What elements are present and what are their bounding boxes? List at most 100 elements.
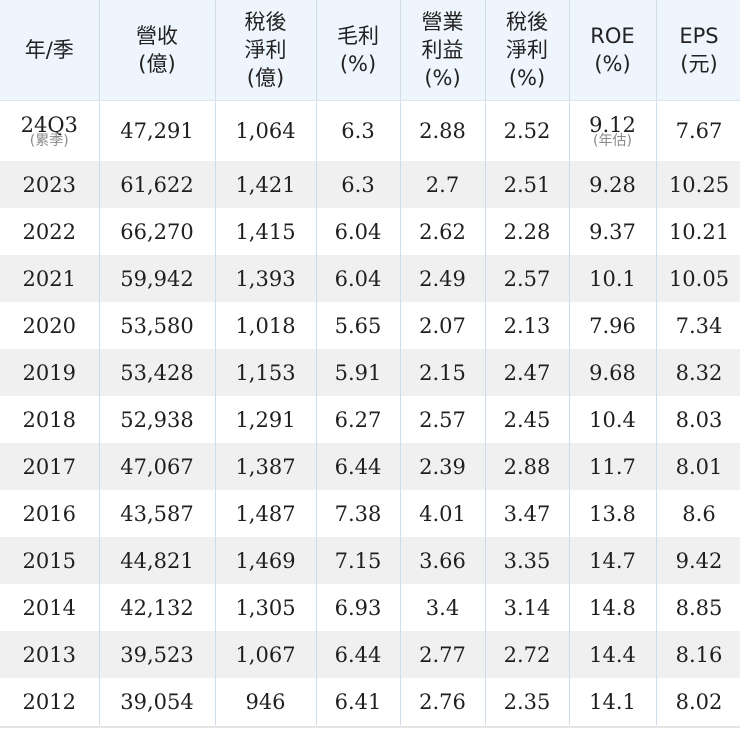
cell-year: 2023 <box>0 161 100 208</box>
cell-year: 24Q3 (累季) <box>0 100 100 161</box>
cell-roe: 9.28 <box>569 161 657 208</box>
header-operating-margin-line1: 營業 <box>421 10 464 34</box>
cell-net-income: 1,064 <box>215 100 317 161</box>
cell-gross-margin: 6.04 <box>316 208 401 255</box>
cell-year: 2014 <box>0 584 100 631</box>
cell-net-income: 1,393 <box>215 255 317 302</box>
cell-gross-margin: 6.93 <box>316 584 401 631</box>
cell-roe: 9.12 (年估) <box>569 100 657 161</box>
cell-net-margin: 2.51 <box>485 161 570 208</box>
cell-eps: 8.01 <box>656 443 740 490</box>
cell-roe: 9.68 <box>569 349 657 396</box>
cell-gross-margin: 6.44 <box>316 443 401 490</box>
cell-revenue: 39,054 <box>99 678 216 725</box>
cell-year: 2016 <box>0 490 100 537</box>
cell-gross-margin: 5.91 <box>316 349 401 396</box>
table-row: 2020 53,580 1,018 5.65 2.07 2.13 7.96 7.34 <box>0 302 740 349</box>
header-roe-line2: (%) <box>594 52 631 76</box>
cell-roe: 14.1 <box>569 678 657 725</box>
cell-operating-margin: 2.76 <box>400 678 486 725</box>
header-net-margin: 稅後 淨利 (%) <box>485 0 570 101</box>
header-roe-line1: ROE <box>590 24 635 48</box>
header-net-income-line1: 稅後 <box>244 10 287 34</box>
header-eps-line2: (元) <box>680 52 718 76</box>
cell-net-income: 1,469 <box>215 537 317 584</box>
cell-revenue: 47,067 <box>99 443 216 490</box>
header-gross-margin-line2: (%) <box>339 52 377 76</box>
cell-net-margin: 2.57 <box>485 255 570 302</box>
cell-operating-margin: 2.77 <box>400 631 486 678</box>
cell-operating-margin: 3.66 <box>400 537 486 584</box>
table-bottom-border <box>0 726 740 728</box>
cell-year: 2012 <box>0 678 100 725</box>
cell-net-income: 1,387 <box>215 443 317 490</box>
header-roe: ROE (%) <box>569 0 657 101</box>
table-row: 24Q3 (累季) 47,291 1,064 6.3 2.88 2.52 9.1… <box>0 100 740 161</box>
header-net-margin-line1: 稅後 <box>506 10 548 34</box>
cell-net-margin: 3.47 <box>485 490 570 537</box>
cell-year: 2017 <box>0 443 100 490</box>
cell-net-income: 1,153 <box>215 349 317 396</box>
cell-net-income: 1,067 <box>215 631 317 678</box>
cell-net-income: 1,291 <box>215 396 317 443</box>
cell-roe-value: 9.12 <box>589 113 636 137</box>
cell-year: 2020 <box>0 302 100 349</box>
cell-operating-margin: 2.15 <box>400 349 486 396</box>
table-row: 2019 53,428 1,153 5.91 2.15 2.47 9.68 8.32 <box>0 349 740 396</box>
header-net-margin-line3: (%) <box>508 66 546 90</box>
cell-net-margin: 2.88 <box>485 443 570 490</box>
cell-roe: 14.8 <box>569 584 657 631</box>
cell-gross-margin: 6.44 <box>316 631 401 678</box>
table-row: 2022 66,270 1,415 6.04 2.62 2.28 9.37 10.21 <box>0 208 740 255</box>
header-net-income: 稅後 淨利 (億) <box>215 0 317 101</box>
table-row: 2023 61,622 1,421 6.3 2.7 2.51 9.28 10.25 <box>0 161 740 208</box>
cell-revenue: 42,132 <box>99 584 216 631</box>
cell-year: 2022 <box>0 208 100 255</box>
cell-gross-margin: 6.3 <box>316 161 401 208</box>
cell-eps: 8.85 <box>656 584 740 631</box>
cell-roe: 10.4 <box>569 396 657 443</box>
cell-gross-margin: 5.65 <box>316 302 401 349</box>
header-net-income-line2: 淨利 <box>244 38 287 62</box>
cell-eps: 10.25 <box>656 161 740 208</box>
cell-revenue: 66,270 <box>99 208 216 255</box>
cell-gross-margin: 6.27 <box>316 396 401 443</box>
header-net-margin-line2: 淨利 <box>506 38 548 62</box>
cell-revenue: 39,523 <box>99 631 216 678</box>
cell-gross-margin: 7.38 <box>316 490 401 537</box>
cell-roe: 7.96 <box>569 302 657 349</box>
header-gross-margin-line1: 毛利 <box>337 24 379 48</box>
cell-net-margin: 2.47 <box>485 349 570 396</box>
cell-revenue: 43,587 <box>99 490 216 537</box>
cell-gross-margin: 6.3 <box>316 100 401 161</box>
cell-eps: 8.03 <box>656 396 740 443</box>
cell-revenue: 61,622 <box>99 161 216 208</box>
cell-gross-margin: 7.15 <box>316 537 401 584</box>
cell-net-margin: 2.13 <box>485 302 570 349</box>
cell-operating-margin: 2.57 <box>400 396 486 443</box>
cell-net-income: 1,415 <box>215 208 317 255</box>
header-year-label: 年/季 <box>24 38 74 62</box>
cell-net-margin: 2.72 <box>485 631 570 678</box>
table-row: 2015 44,821 1,469 7.15 3.66 3.35 14.7 9.42 <box>0 537 740 584</box>
header-eps: EPS (元) <box>656 0 740 101</box>
cell-eps: 7.34 <box>656 302 740 349</box>
header-revenue-line1: 營收 <box>136 24 178 48</box>
cell-gross-margin: 6.04 <box>316 255 401 302</box>
cell-roe: 14.7 <box>569 537 657 584</box>
cell-net-income: 946 <box>215 678 317 725</box>
cell-revenue: 53,580 <box>99 302 216 349</box>
cell-revenue: 59,942 <box>99 255 216 302</box>
cell-operating-margin: 4.01 <box>400 490 486 537</box>
cell-gross-margin: 6.41 <box>316 678 401 725</box>
table-row: 2017 47,067 1,387 6.44 2.39 2.88 11.7 8.01 <box>0 443 740 490</box>
cell-net-income: 1,018 <box>215 302 317 349</box>
header-operating-margin-line3: (%) <box>424 66 461 90</box>
cell-eps: 10.21 <box>656 208 740 255</box>
cell-net-margin: 2.35 <box>485 678 570 725</box>
cell-operating-margin: 2.88 <box>400 100 486 161</box>
table-row: 2013 39,523 1,067 6.44 2.77 2.72 14.4 8.16 <box>0 631 740 678</box>
cell-year-value: 24Q3 <box>20 113 78 137</box>
